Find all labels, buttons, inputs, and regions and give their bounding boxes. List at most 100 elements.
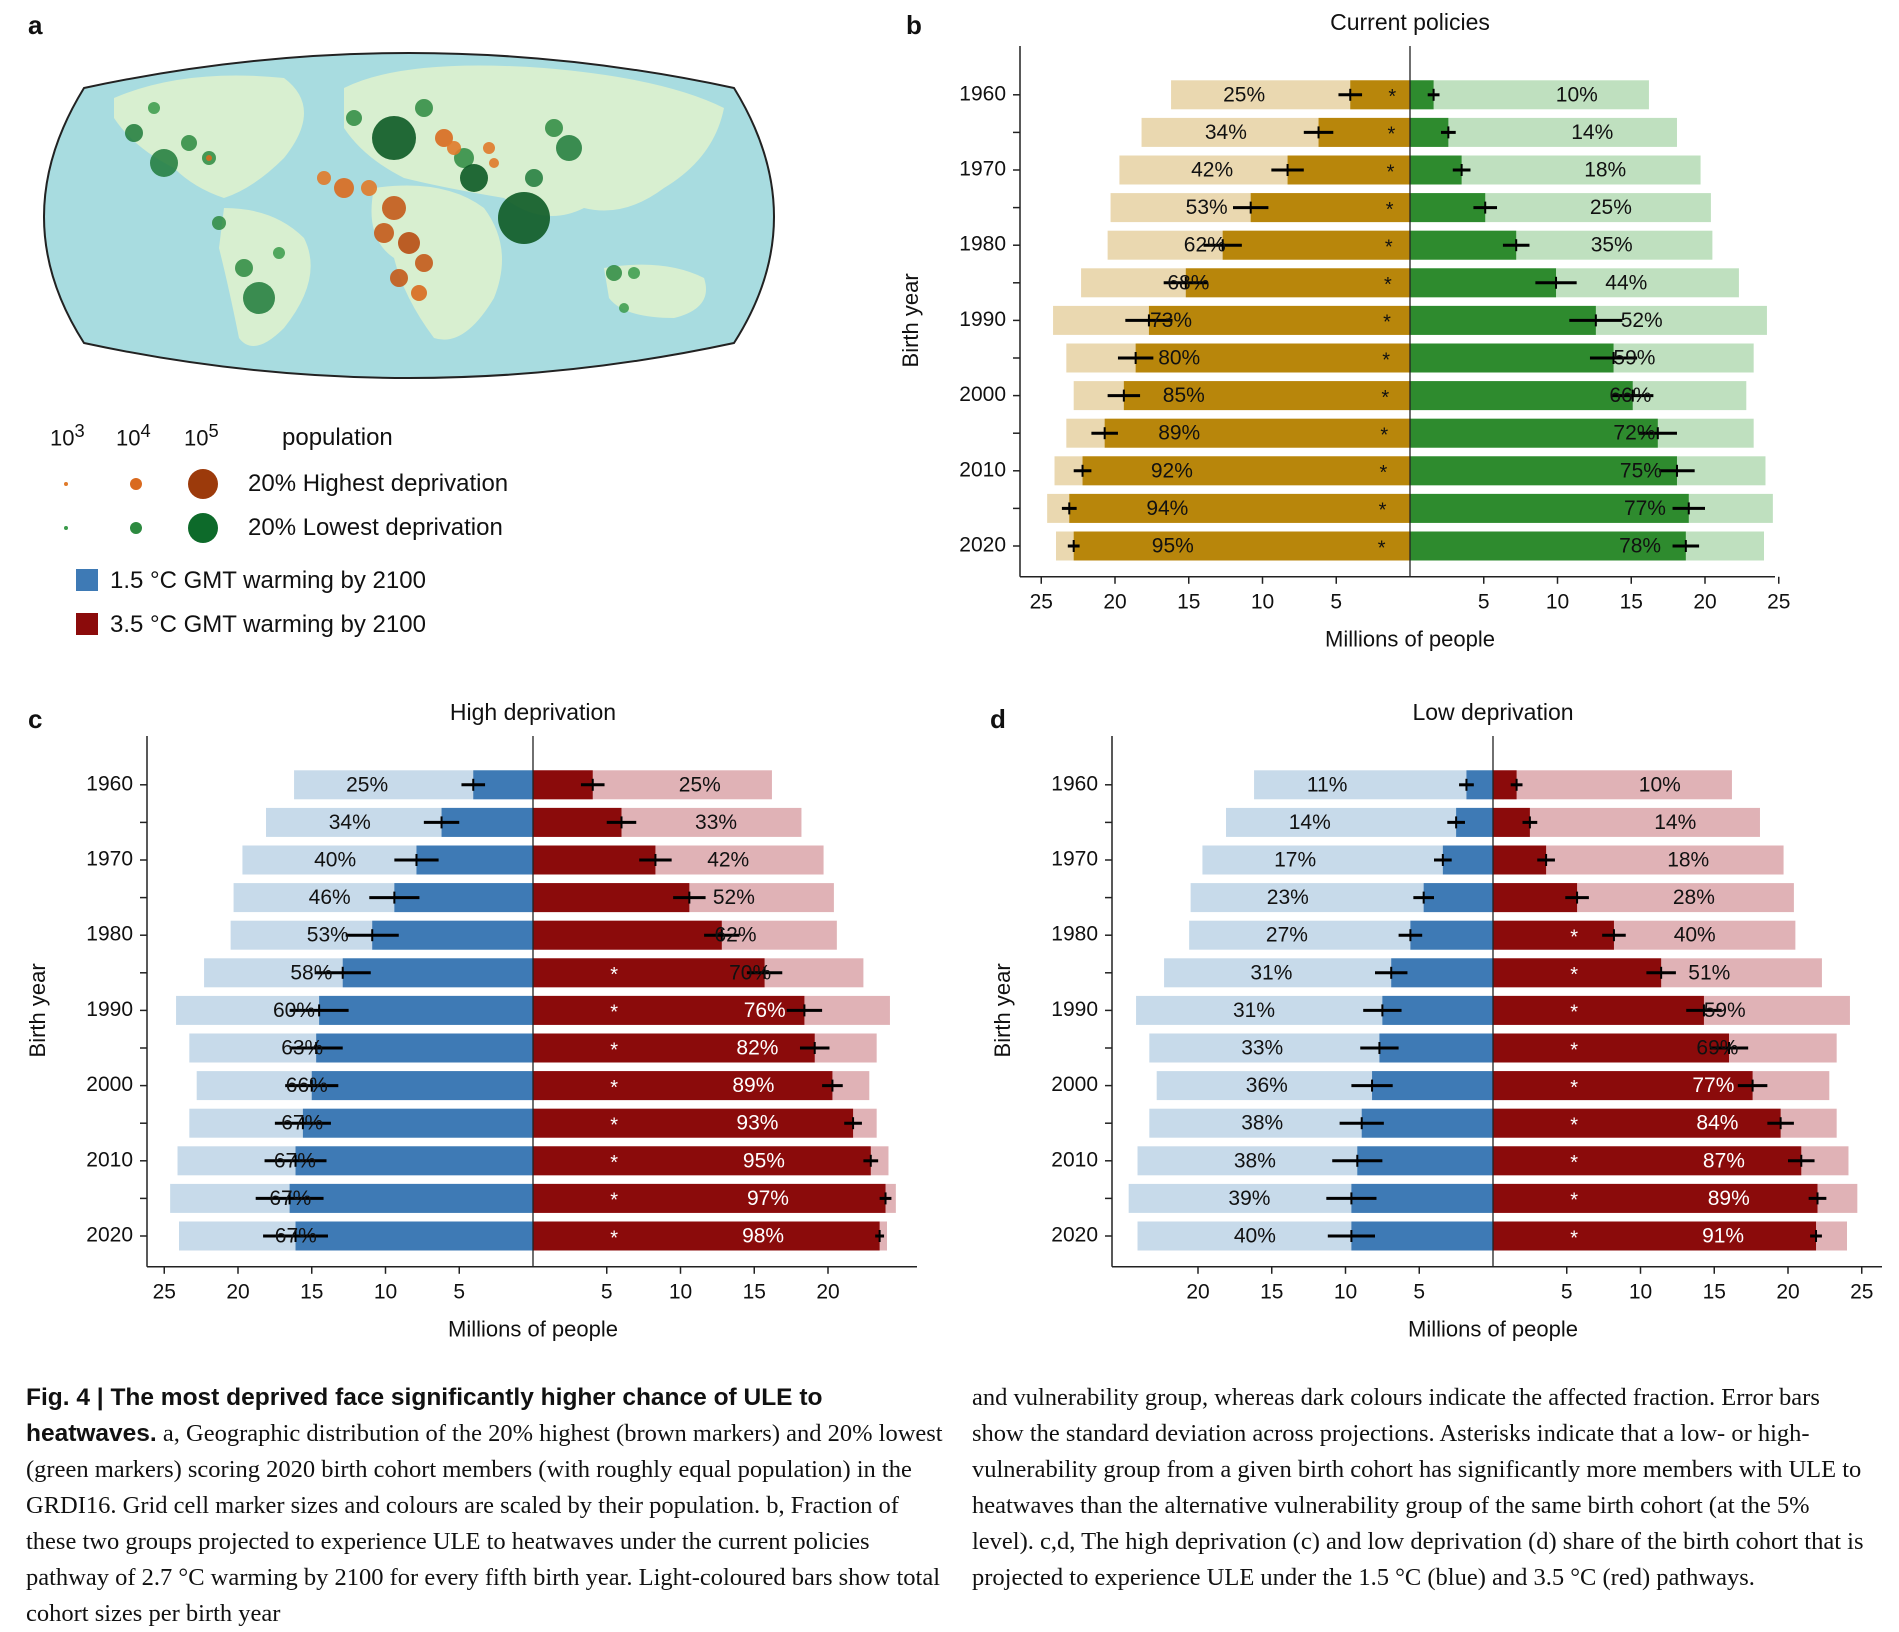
pct-label-left: 23% <box>1267 886 1309 909</box>
bar-right-affected <box>1410 531 1686 561</box>
bar-left-affected <box>1222 230 1410 260</box>
bar-right-affected <box>1493 1033 1729 1063</box>
pct-label-left: 40% <box>314 849 356 872</box>
pct-label-left: 66% <box>286 1074 328 1097</box>
y-tick-label: 2010 <box>86 1148 133 1171</box>
significance-asterisk-right: * <box>1570 1077 1578 1099</box>
pct-label-right: 52% <box>713 886 755 909</box>
y-tick-label: 1980 <box>86 923 133 946</box>
x-tick-label: 25 <box>1850 1280 1873 1303</box>
pct-label-right: 97% <box>747 1187 789 1210</box>
bar-right-affected <box>1410 493 1689 523</box>
pct-label-right: 18% <box>1667 849 1709 872</box>
pct-label-right: 70% <box>729 961 771 984</box>
significance-asterisk-right: * <box>1570 1152 1578 1174</box>
pct-label-left: 94% <box>1146 497 1188 520</box>
pct-label-right: 69% <box>1696 1037 1738 1060</box>
chart-title: High deprivation <box>450 699 616 725</box>
pct-label-left: 67% <box>274 1149 316 1172</box>
pct-label-right: 25% <box>679 773 721 796</box>
bar-left-affected <box>1123 381 1410 411</box>
pct-label-left: 11% <box>1307 773 1347 796</box>
panel-letter-b: b <box>906 10 922 40</box>
pct-label-left: 25% <box>1223 83 1265 106</box>
significance-asterisk-right: * <box>610 1002 618 1024</box>
x-tick-label: 20 <box>1186 1280 1209 1303</box>
legend-low-deprivation: 20% Lowest deprivation <box>248 514 503 541</box>
pct-label-right: 62% <box>715 924 757 947</box>
pct-label-left: 27% <box>1266 924 1308 947</box>
significance-asterisk-right: * <box>610 1114 618 1136</box>
pct-label-right: 51% <box>1688 961 1730 984</box>
pct-label-right: 59% <box>1704 999 1746 1022</box>
pct-label-right: 14% <box>1571 121 1613 144</box>
pct-label-right: 66% <box>1609 384 1651 407</box>
significance-asterisk-right: * <box>1570 964 1578 986</box>
bar-right-affected <box>1493 883 1578 913</box>
significance-asterisk-right: * <box>1570 1114 1578 1136</box>
bar-right-affected <box>1410 80 1434 110</box>
y-tick-label: 1970 <box>959 158 1006 181</box>
bar-right-affected <box>1410 418 1658 448</box>
caption-left-body: a, Geographic distribution of the 20% hi… <box>26 1420 943 1627</box>
pct-label-left: 31% <box>1233 999 1275 1022</box>
pct-label-right: 35% <box>1591 234 1633 257</box>
bar-right-affected <box>1493 770 1517 800</box>
significance-asterisk-left: * <box>1382 349 1390 371</box>
bar-right-affected <box>1493 920 1614 950</box>
pct-label-left: 34% <box>329 811 371 834</box>
x-tick-label: 20 <box>1776 1280 1799 1303</box>
pct-label-left: 38% <box>1234 1149 1276 1172</box>
population-markers <box>125 99 640 314</box>
legend-size-1e3: 103 <box>50 420 85 451</box>
chart-high-deprivation: High deprivation 25% 25% 1960 34% 33% 40% 42% 19… <box>25 699 917 1342</box>
pct-label-right: 25% <box>1590 196 1632 219</box>
pct-label-left: 34% <box>1205 121 1247 144</box>
significance-asterisk-left: * <box>1383 312 1391 334</box>
x-tick-label: 10 <box>1251 590 1274 613</box>
y-tick-label: 2000 <box>1051 1073 1098 1096</box>
chart-title: Low deprivation <box>1412 699 1573 725</box>
pct-label-left: 73% <box>1150 309 1192 332</box>
bar-left-affected <box>342 958 533 988</box>
bar-left-affected <box>319 995 533 1025</box>
bar-left-affected <box>1104 418 1410 448</box>
x-tick-label: 25 <box>1030 590 1053 613</box>
bar-left-affected <box>1069 493 1410 523</box>
pct-label-right: 10% <box>1556 83 1598 106</box>
x-tick-label: 15 <box>743 1280 766 1303</box>
pct-label-left: 17% <box>1274 849 1316 872</box>
significance-asterisk-right: * <box>610 1077 618 1099</box>
significance-asterisk-right: * <box>610 1190 618 1212</box>
bar-right-affected <box>1410 381 1633 411</box>
pct-label-left: 62% <box>1184 234 1226 257</box>
bar-right-affected <box>1410 230 1517 260</box>
x-tick-label: 10 <box>1629 1280 1652 1303</box>
significance-asterisk-right: * <box>610 1039 618 1061</box>
pct-label-right: 91% <box>1702 1225 1744 1248</box>
legend-high-deprivation: 20% Highest deprivation <box>248 470 509 497</box>
y-tick-label: 2000 <box>959 383 1006 406</box>
x-axis-label: Millions of people <box>448 1317 618 1342</box>
bar-right-affected <box>1493 1183 1818 1213</box>
legend-swatch-red <box>76 613 98 635</box>
x-tick-label: 15 <box>1260 1280 1283 1303</box>
pct-label-left: 42% <box>1191 159 1233 182</box>
significance-asterisk-right: * <box>1570 1190 1578 1212</box>
y-tick-label: 2020 <box>1051 1224 1098 1247</box>
pct-label-right: 98% <box>742 1225 784 1248</box>
x-axis-label: Millions of people <box>1325 627 1495 652</box>
chart-title: Current policies <box>1330 9 1490 35</box>
pct-label-right: 42% <box>707 849 749 872</box>
y-tick-label: 2020 <box>86 1224 133 1247</box>
x-tick-label: 10 <box>1546 590 1569 613</box>
x-tick-label: 5 <box>601 1280 613 1303</box>
x-tick-label: 20 <box>226 1280 249 1303</box>
significance-asterisk-left: * <box>1380 462 1388 484</box>
bar-left-affected <box>1135 343 1410 373</box>
y-tick-label: 1970 <box>86 848 133 871</box>
bar-right-affected <box>533 958 765 988</box>
pct-label-left: 46% <box>309 886 351 909</box>
pct-label-left: 40% <box>1234 1225 1276 1248</box>
pct-label-right: 89% <box>1708 1187 1750 1210</box>
